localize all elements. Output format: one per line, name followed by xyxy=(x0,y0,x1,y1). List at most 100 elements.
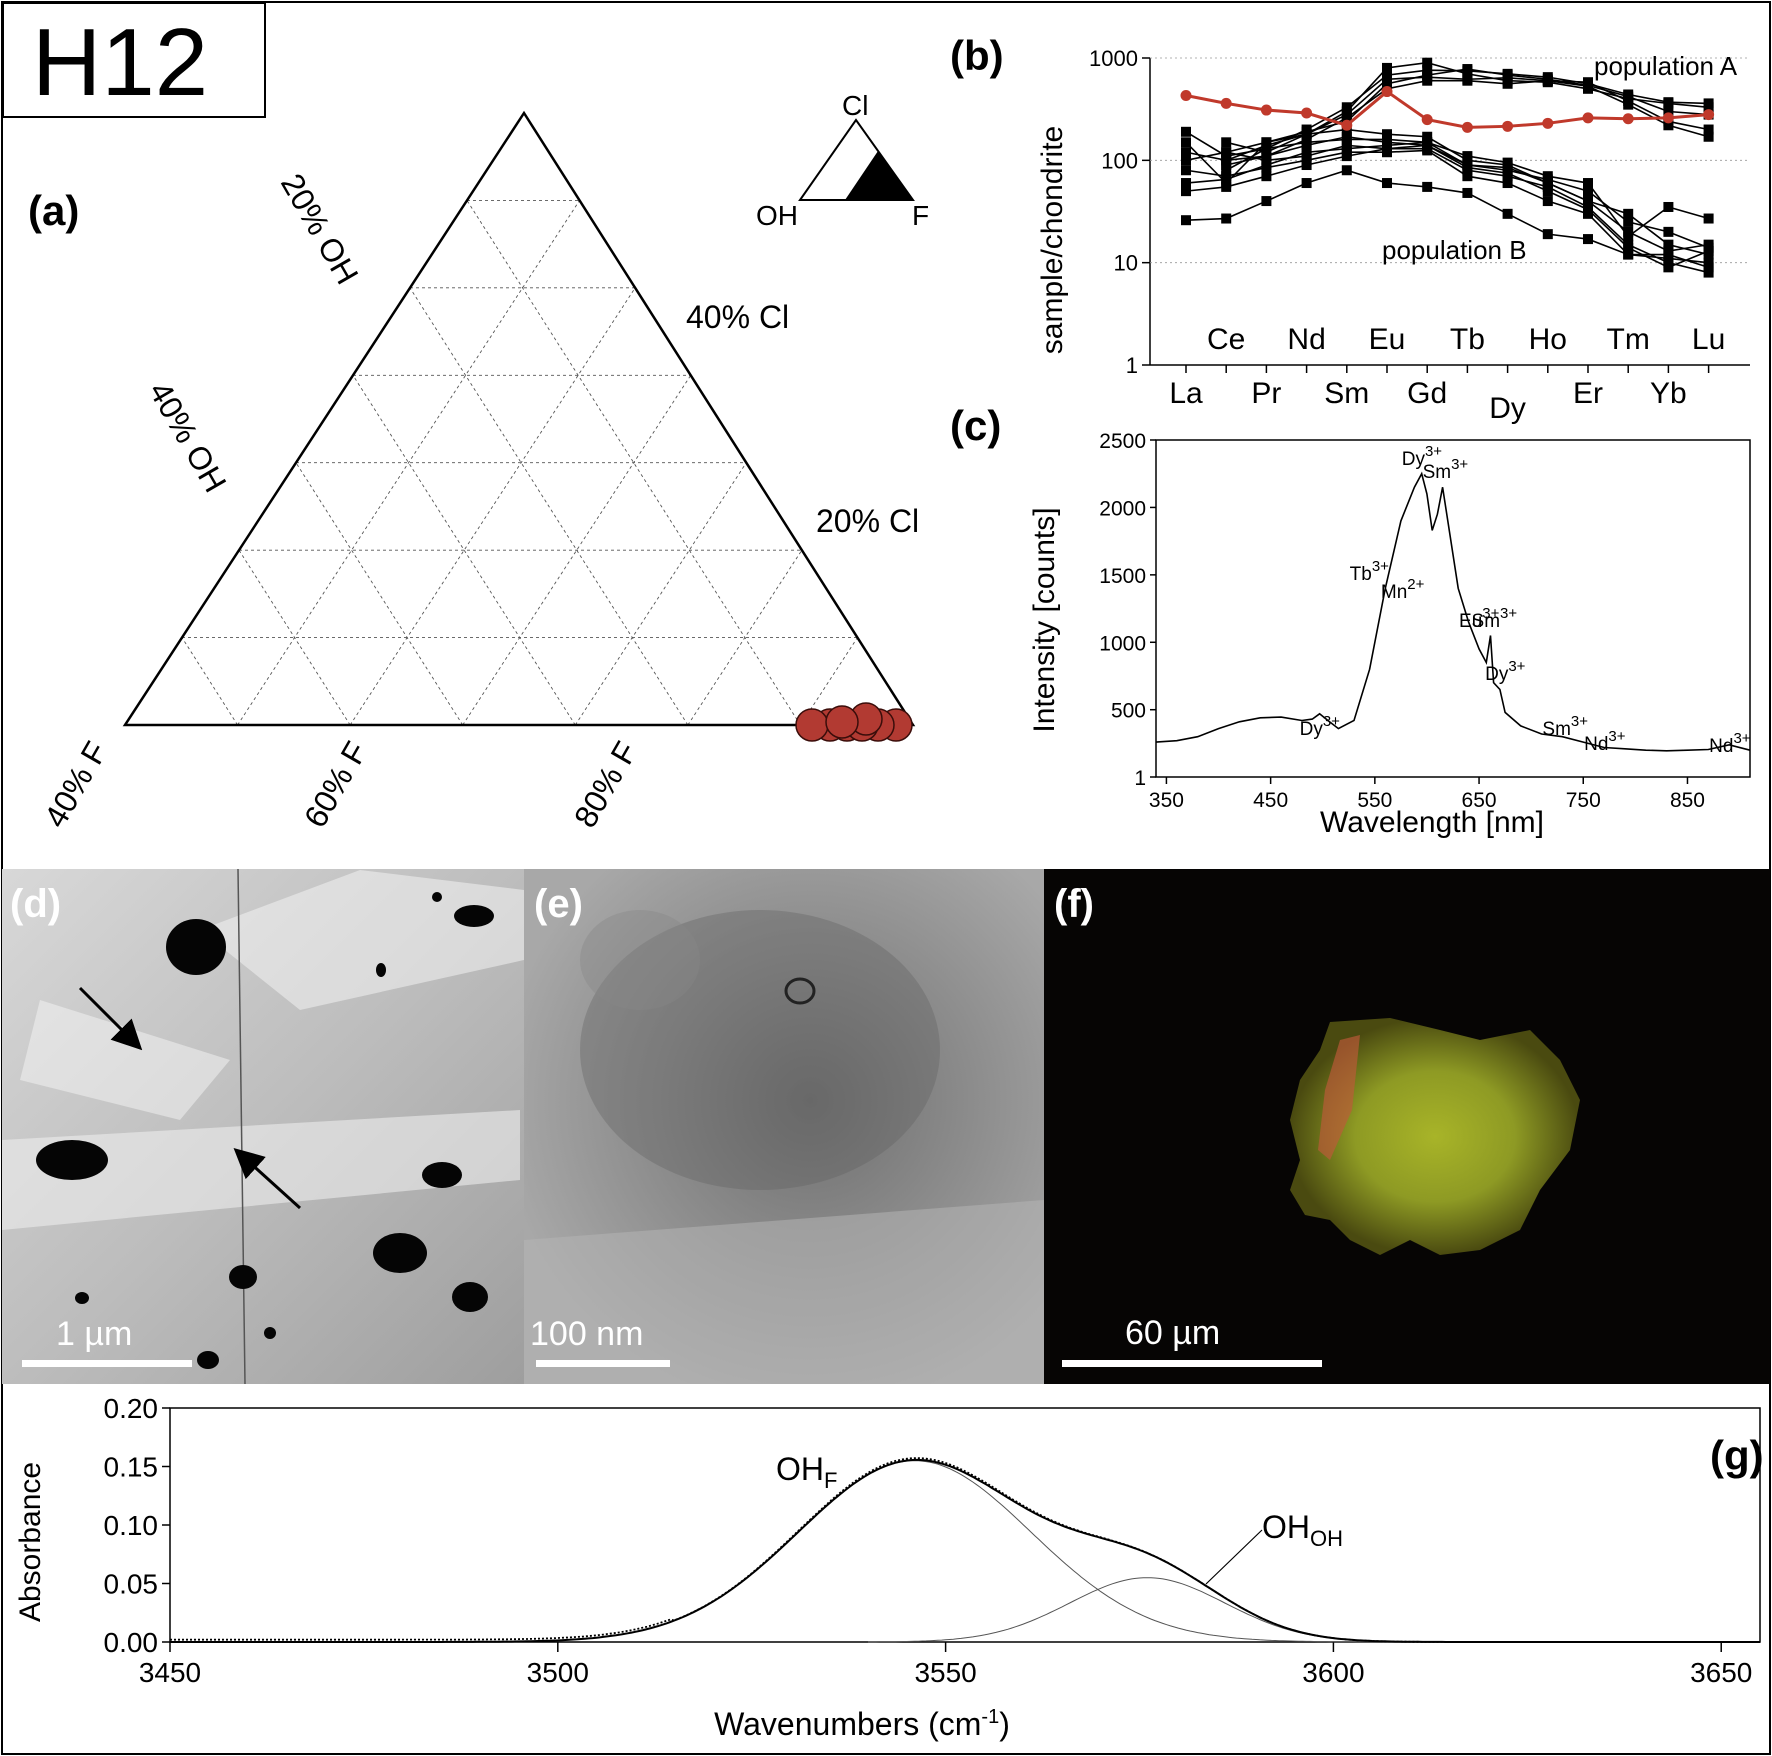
highlight-series-marker xyxy=(1301,107,1313,119)
series-b-marker xyxy=(1181,178,1191,189)
series-b-marker xyxy=(1583,186,1593,197)
series-b-marker xyxy=(1181,137,1191,148)
series-a-marker xyxy=(1703,124,1714,135)
series-a-marker xyxy=(1382,74,1392,85)
ternary-gridline xyxy=(466,200,801,726)
tick-label-y: 1000 xyxy=(1089,46,1138,71)
panel-b: (b) sample/chondrite 1000 100 10 1 Ce Nd Eu Tb H… xyxy=(950,32,1750,425)
peak-label: Sm3+ xyxy=(1472,605,1518,632)
series-b-marker xyxy=(1542,186,1553,197)
element-label: Er xyxy=(1573,377,1603,410)
series-b-line xyxy=(1185,144,1709,269)
component-label-ohf: OHF xyxy=(776,1451,837,1493)
series-b-marker xyxy=(1181,215,1191,226)
series-a-marker xyxy=(1623,99,1634,110)
series-b-marker xyxy=(1221,174,1232,185)
ternary-grid xyxy=(181,199,858,726)
series-b-marker xyxy=(1422,140,1433,151)
peak-label: Dy3+ xyxy=(1402,443,1443,470)
tick-label-x: 450 xyxy=(1253,789,1288,812)
plot-frame xyxy=(1155,439,1751,778)
element-label: Yb xyxy=(1650,377,1687,410)
series-b-marker xyxy=(1341,151,1352,162)
element-label: Gd xyxy=(1407,377,1447,410)
panel-label-b: (b) xyxy=(950,32,1004,79)
series-b-marker xyxy=(1703,213,1714,224)
ternary-gridline xyxy=(238,549,351,726)
series-b-marker xyxy=(1703,267,1714,278)
series-a-marker xyxy=(1462,75,1473,86)
highlight-series-marker xyxy=(1381,86,1393,98)
series-b-marker xyxy=(1623,208,1634,219)
ternary-data-points xyxy=(795,702,913,742)
series-a-marker xyxy=(1422,57,1433,68)
sample-label-box xyxy=(2,2,266,118)
series-b-marker xyxy=(1542,196,1553,207)
series-b-marker xyxy=(1261,137,1272,148)
series-b-marker xyxy=(1623,242,1634,253)
highlight-series-marker xyxy=(1703,109,1715,121)
spectrum-line xyxy=(1155,471,1751,752)
axis-label-f60: 60% F xyxy=(297,735,374,833)
series-b-marker xyxy=(1703,246,1714,257)
series-b-marker xyxy=(1502,162,1513,173)
highlight-series-marker xyxy=(1341,119,1353,131)
series-b-marker xyxy=(1341,134,1352,145)
series-a-marker xyxy=(1422,75,1433,86)
tick-label-y: 1 xyxy=(1134,767,1146,790)
panel-d: (d) 1 µm xyxy=(2,868,524,1385)
ternary-gridline xyxy=(295,462,464,726)
highlight-series-marker xyxy=(1421,114,1433,126)
series-b-marker xyxy=(1703,262,1714,273)
series-a-marker xyxy=(1703,131,1714,142)
tick-label-x: 550 xyxy=(1357,789,1392,812)
series-b-marker xyxy=(1181,126,1191,137)
highlight-series-line xyxy=(1185,89,1709,129)
ternary-gridline xyxy=(800,637,858,726)
tick-label-x: 3550 xyxy=(914,1657,976,1688)
annotation-population-a: population A xyxy=(1594,51,1738,81)
series-b-marker xyxy=(1542,171,1553,182)
scale-bar-d xyxy=(22,1360,192,1367)
series-a-marker xyxy=(1583,81,1593,92)
series-b-marker xyxy=(1542,178,1553,189)
tick-label-x: 850 xyxy=(1670,789,1705,812)
series-b-marker xyxy=(1422,145,1433,156)
series-b-marker xyxy=(1502,168,1513,179)
series-b-marker xyxy=(1462,187,1473,198)
panel-a: (a) Cl OH F 20% OH 40% OH 40% Cl 20% Cl … xyxy=(28,90,929,834)
panel-label-f: (f) xyxy=(1054,882,1094,926)
inset-label-cl: Cl xyxy=(842,90,868,121)
element-label: Eu xyxy=(1369,323,1406,356)
scale-bar-f xyxy=(1062,1360,1322,1367)
panel-label-g: (g) xyxy=(1710,1432,1764,1479)
chart-b-ylabel: sample/chondrite xyxy=(1036,126,1069,354)
series-b-line xyxy=(1185,144,1709,274)
series-b-marker xyxy=(1221,213,1232,224)
tick-label-y: 500 xyxy=(1111,700,1146,723)
tick-label-y: 1 xyxy=(1126,353,1138,378)
series-b-marker xyxy=(1221,181,1232,192)
panel-label-d: (d) xyxy=(10,882,61,926)
peak-label: Dy3+ xyxy=(1300,713,1341,740)
series-b-marker xyxy=(1623,249,1634,260)
tick-label-x: 3500 xyxy=(527,1657,589,1688)
element-label: Sm xyxy=(1324,377,1369,410)
inset-filled-region xyxy=(845,151,913,200)
series-b-marker xyxy=(1542,229,1553,240)
element-label: Ho xyxy=(1529,323,1567,356)
axis-label-cl40: 40% Cl xyxy=(686,299,789,335)
series-b-marker xyxy=(1422,181,1433,192)
panel-e: (e) 100 nm xyxy=(524,869,1044,1384)
element-label: Dy xyxy=(1489,392,1526,425)
ternary-outline xyxy=(122,110,916,727)
series-b-marker xyxy=(1502,178,1513,189)
series-b-marker xyxy=(1341,143,1352,154)
measured-spectrum xyxy=(170,1457,1760,1643)
axis-label-cl20: 20% Cl xyxy=(816,503,919,539)
series-a-marker xyxy=(1542,75,1553,86)
series-b-marker xyxy=(1663,239,1674,250)
tick-label-x: 350 xyxy=(1149,789,1184,812)
series-a-marker xyxy=(1221,165,1232,176)
series-b-marker xyxy=(1181,147,1191,158)
